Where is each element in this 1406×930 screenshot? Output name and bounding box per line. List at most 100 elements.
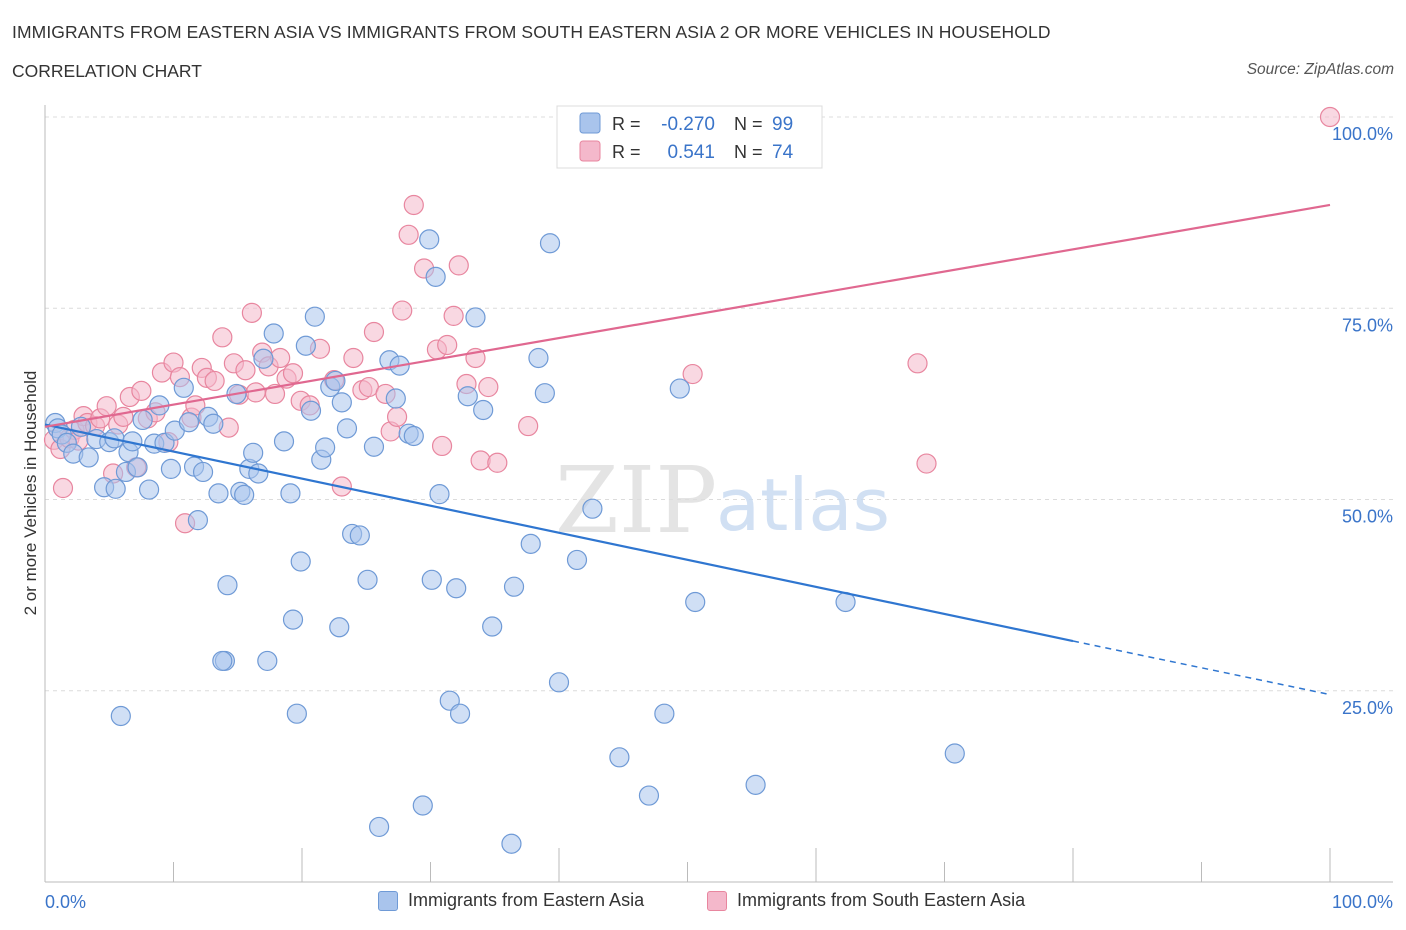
legend-label-south-eastern-asia: Immigrants from South Eastern Asia — [737, 890, 1026, 910]
axes — [44, 105, 1393, 883]
blue-data-point — [534, 383, 555, 404]
chart-title: IMMIGRANTS FROM EASTERN ASIA VS IMMIGRAN… — [12, 22, 1051, 42]
blue-data-point — [429, 484, 450, 505]
blue-data-point — [669, 378, 690, 399]
blue-data-point — [473, 399, 494, 421]
legend-blue-r-value: -0.270 — [661, 114, 715, 135]
y-tick-label: 75.0% — [1342, 315, 1393, 335]
watermark-zip: ZIP — [555, 447, 717, 554]
pink-data-point — [264, 383, 286, 405]
blue-data-point — [349, 525, 370, 546]
blue-data-point — [503, 576, 525, 597]
blue-data-point — [208, 483, 229, 504]
blue-data-point — [273, 431, 295, 452]
pink-data-point — [907, 353, 928, 374]
blue-data-point — [520, 533, 541, 554]
pink-data-point — [403, 194, 424, 216]
blue-data-point — [944, 743, 965, 764]
legend-swatch-blue — [378, 890, 398, 911]
pink-trend-line — [44, 203, 1331, 428]
blue-data-point — [482, 616, 503, 637]
blue-data-point — [160, 458, 182, 479]
blue-data-point — [425, 266, 446, 287]
chart-subtitle: CORRELATION CHART — [12, 61, 202, 81]
pink-data-point — [386, 406, 408, 427]
blue-data-point — [325, 370, 346, 392]
blue-data-point — [132, 409, 153, 431]
pink-data-point — [916, 453, 937, 474]
blue-data-point — [528, 347, 549, 369]
blue-data-point — [187, 510, 209, 531]
pink-data-point — [431, 435, 453, 457]
blue-data-point — [138, 479, 160, 500]
x-tick-label: 0.0% — [45, 892, 86, 912]
blue-data-point — [286, 703, 307, 724]
legend-blue-swatch — [579, 112, 601, 134]
legend-label-eastern-asia: Immigrants from Eastern Asia — [408, 890, 645, 910]
blue-data-point — [449, 703, 471, 724]
pink-data-point — [343, 347, 364, 369]
blue-data-point — [582, 498, 603, 519]
pink-data-point — [518, 415, 539, 437]
blue-data-point — [263, 323, 284, 344]
pink-data-point — [478, 376, 499, 398]
y-axis-label-group: 2 or more Vehicles in Household — [21, 371, 40, 616]
blue-data-point — [257, 650, 278, 672]
pink-data-point — [131, 380, 152, 401]
trend-lines — [44, 203, 1331, 696]
legend-pink-swatch — [579, 140, 601, 162]
blue-data-point — [446, 578, 467, 599]
legend-item-south-eastern-asia: Immigrants from South Eastern Asia — [707, 890, 1025, 911]
y-axis-label: 2 or more Vehicles in Household — [21, 371, 40, 616]
blue-data-point — [304, 306, 325, 327]
blue-data-point — [566, 549, 588, 571]
legend-blue-n-value: 99 — [772, 114, 793, 135]
pink-data-point — [443, 305, 464, 326]
pink-data-point — [487, 452, 508, 473]
blue-data-point — [745, 774, 766, 795]
legend-pink-n-value: 74 — [772, 142, 794, 163]
blue-data-point — [369, 816, 390, 838]
watermark: ZIP atlas — [555, 447, 890, 554]
legend-blue-n-label: N = — [734, 114, 763, 134]
pink-data-point — [1319, 106, 1341, 128]
blue-data-point — [212, 650, 233, 672]
blue-data-point — [253, 348, 274, 369]
blue-data-point — [300, 400, 322, 421]
blue-data-point — [295, 335, 316, 356]
y-tick-label: 25.0% — [1342, 698, 1393, 718]
pink-data-point — [113, 406, 134, 427]
legend-pink-n-label: N = — [734, 142, 763, 162]
blue-trend-line — [44, 423, 1074, 643]
blue-data-point — [363, 436, 385, 457]
blue-data-point — [280, 483, 301, 504]
legend-blue-r-label: R = — [612, 114, 641, 134]
source-credit: Source: ZipAtlas.com — [1246, 61, 1394, 78]
legend-item-eastern-asia: Immigrants from Eastern Asia — [378, 890, 644, 911]
pink-data-point — [392, 300, 413, 321]
blue-data-point — [539, 233, 561, 254]
blue-data-point — [638, 785, 660, 806]
blue-data-point — [78, 447, 99, 468]
blue-data-point — [192, 461, 214, 483]
pink-data-point — [682, 363, 703, 385]
pink-data-point — [398, 224, 419, 245]
blue-data-point — [421, 569, 442, 590]
watermark-atlas: atlas — [716, 463, 890, 547]
blue-data-point — [248, 463, 269, 484]
blue-data-point — [329, 617, 350, 638]
x-tick-label: 100.0% — [1332, 892, 1393, 912]
pink-data-point — [437, 334, 458, 356]
pink-data-point — [470, 450, 491, 471]
blue-data-point — [685, 591, 706, 613]
y-tick-label: 50.0% — [1342, 507, 1393, 527]
blue-data-point — [654, 703, 675, 724]
blue-data-point — [609, 747, 630, 768]
blue-data-point — [178, 412, 200, 433]
blue-data-point — [243, 442, 264, 463]
blue-data-point — [419, 229, 440, 250]
blue-data-point — [217, 575, 238, 596]
blue-trend-extension — [1072, 640, 1331, 696]
blue-data-point — [457, 386, 478, 407]
